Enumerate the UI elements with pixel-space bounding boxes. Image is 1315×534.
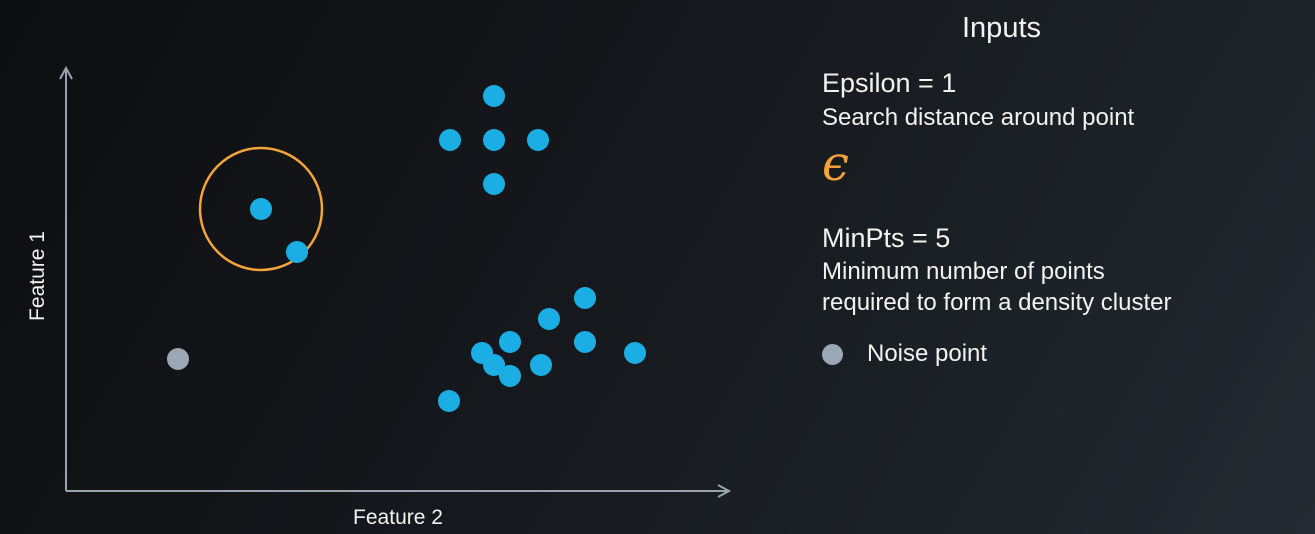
inputs-title: Inputs — [962, 12, 1041, 44]
minpts-description-line1: Minimum number of points — [822, 258, 1105, 285]
lower-cluster-point — [438, 390, 460, 412]
lower-cluster-point — [499, 365, 521, 387]
scatter-diagram: Feature 2 Feature 1 — [26, 65, 732, 529]
noise-point-legend-marker — [822, 344, 843, 365]
x-axis-arrow — [717, 484, 732, 498]
epsilon-symbol: ϵ — [822, 136, 849, 192]
noise-point — [167, 348, 189, 370]
lower-cluster-point — [574, 331, 596, 353]
noise-point-legend-label: Noise point — [867, 340, 988, 367]
upper-cluster-point — [483, 85, 505, 107]
epsilon-radius-circle — [198, 146, 324, 272]
lower-cluster-point — [483, 354, 505, 376]
neighbor-point — [286, 241, 308, 263]
x-axis-label: Feature 2 — [353, 506, 443, 529]
epsilon-description: Search distance around point — [822, 104, 1135, 131]
lower-cluster-point — [530, 354, 552, 376]
lower-cluster-point — [624, 342, 646, 364]
lower-cluster-point — [538, 308, 560, 330]
lower-cluster-point — [574, 287, 596, 309]
y-axis-label: Feature 1 — [26, 231, 49, 321]
minpts-description-line2: required to form a density cluster — [822, 289, 1172, 316]
epsilon-heading: Epsilon = 1 — [822, 68, 957, 98]
upper-cluster-point — [483, 173, 505, 195]
core-candidate-point — [250, 198, 272, 220]
upper-cluster-point — [439, 129, 461, 151]
upper-cluster-point — [527, 129, 549, 151]
lower-cluster-point — [499, 331, 521, 353]
upper-cluster-point — [483, 129, 505, 151]
minpts-heading: MinPts = 5 — [822, 223, 951, 253]
y-axis-arrow — [59, 65, 73, 80]
